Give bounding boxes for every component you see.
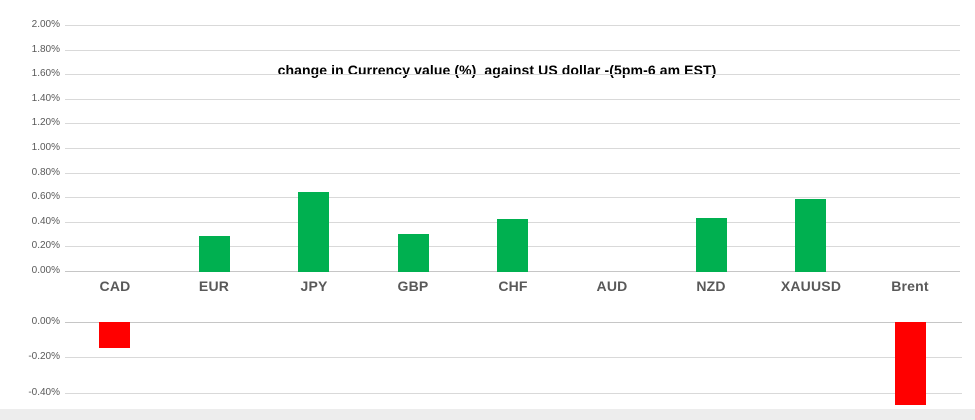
category-label-XAUUSD: XAUUSD (780, 278, 842, 294)
y-axis-tick-label: 1.00% (31, 142, 60, 153)
category-label-CHF: CHF (498, 278, 528, 294)
bar-Brent (895, 322, 926, 405)
category-label-GBP: GBP (397, 278, 429, 294)
y-axis-tick-label: 0.80% (31, 167, 60, 178)
y-axis-tick-label: 0.00% (31, 265, 60, 276)
y-axis-tick-label: 0.60% (31, 191, 60, 202)
bar-XAUUSD (795, 199, 826, 272)
y-axis-tick-label: -0.20% (28, 351, 60, 362)
y-axis-tick-label: 2.00% (31, 19, 60, 30)
bar-JPY (298, 192, 329, 272)
gridline (65, 197, 960, 198)
category-label-Brent: Brent (891, 278, 929, 294)
gridline (65, 173, 960, 174)
bar-NZD (696, 218, 727, 272)
bar-CHF (497, 219, 528, 272)
category-label-JPY: JPY (300, 278, 328, 294)
y-axis-tick-label: -0.40% (28, 387, 60, 398)
gridline (65, 25, 960, 26)
gridline (65, 50, 960, 51)
bottom-strip (0, 409, 975, 420)
gridline (65, 123, 960, 124)
gridline (65, 74, 960, 75)
gridline (65, 357, 962, 358)
category-label-NZD: NZD (696, 278, 726, 294)
y-axis-tick-label: 1.40% (31, 93, 60, 104)
y-axis-tick-label: 0.40% (31, 216, 60, 227)
bar-GBP (398, 234, 429, 272)
bar-EUR (199, 236, 230, 272)
y-axis-tick-label: 1.80% (31, 44, 60, 55)
gridline (65, 322, 962, 323)
gridline (65, 393, 962, 394)
y-axis-tick-label: 1.60% (31, 68, 60, 79)
category-label-EUR: EUR (198, 278, 230, 294)
category-label-AUD: AUD (596, 278, 628, 294)
chart-title: change in Currency value (%) against US … (277, 62, 717, 78)
gridline (65, 99, 960, 100)
category-label-CAD: CAD (99, 278, 131, 294)
y-axis-tick-label: 1.20% (31, 117, 60, 128)
gridline (65, 148, 960, 149)
bar-CAD (99, 322, 130, 348)
y-axis-tick-label: 0.00% (31, 316, 60, 327)
y-axis-tick-label: 0.20% (31, 240, 60, 251)
